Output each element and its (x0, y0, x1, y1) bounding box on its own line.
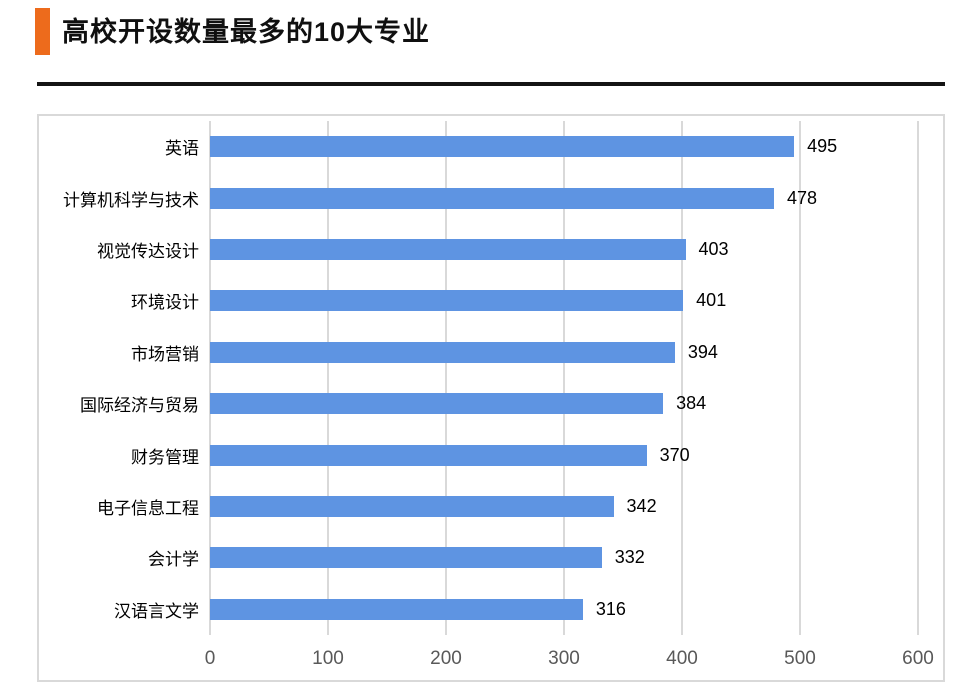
bar-track: 342 (210, 481, 943, 532)
bar-track: 384 (210, 378, 943, 429)
bar (210, 239, 686, 261)
bar (210, 290, 684, 312)
x-tick-label: 0 (204, 648, 216, 669)
category-label: 市场营销 (131, 344, 199, 364)
bar (210, 496, 614, 518)
value-label: 332 (614, 547, 645, 568)
category-label: 会计学 (148, 550, 199, 570)
category-label: 环境设计 (131, 293, 199, 313)
bar-row: 电子信息工程 342 (39, 481, 943, 532)
gridline (445, 121, 447, 635)
category-label: 汉语言文学 (114, 601, 199, 621)
bar (210, 444, 647, 466)
bar-chart: 英语 495 计算机科学与技术 478 视觉传达设计 403 环境设计 401 市场营销 394 国… (37, 114, 945, 682)
gridline (327, 121, 329, 635)
x-tick-label: 300 (548, 648, 580, 669)
bar-track: 401 (210, 275, 943, 326)
bar-row: 环境设计 401 (39, 275, 943, 326)
bar-row: 视觉传达设计 403 (39, 224, 943, 275)
value-label: 478 (787, 187, 818, 208)
gridline (799, 121, 801, 635)
value-label: 384 (676, 393, 707, 414)
bar-row: 汉语言文学 316 (39, 584, 943, 635)
bar-row: 会计学 332 (39, 532, 943, 583)
bar (210, 187, 775, 209)
title-divider (37, 82, 945, 86)
bar-track: 394 (210, 327, 943, 378)
bar-row: 计算机科学与技术 478 (39, 172, 943, 223)
bar-track: 316 (210, 584, 943, 635)
x-tick-label: 100 (312, 648, 344, 669)
category-label: 视觉传达设计 (97, 242, 199, 262)
title-accent-bar (35, 8, 50, 55)
bar-row: 英语 495 (39, 121, 943, 172)
value-label: 401 (696, 290, 727, 311)
gridline (209, 121, 211, 635)
category-label: 财务管理 (131, 447, 199, 467)
bar-track: 478 (210, 172, 943, 223)
bar-row: 市场营销 394 (39, 327, 943, 378)
gridline (917, 121, 919, 635)
x-tick-label: 400 (666, 648, 698, 669)
value-label: 495 (807, 136, 838, 157)
value-label: 403 (698, 239, 729, 260)
gridline (681, 121, 683, 635)
x-tick-label: 200 (430, 648, 462, 669)
x-tick-label: 500 (784, 648, 816, 669)
category-label: 计算机科学与技术 (63, 190, 199, 210)
value-label: 342 (626, 496, 657, 517)
bar (210, 598, 583, 620)
bar-track: 495 (210, 121, 943, 172)
bar-track: 403 (210, 224, 943, 275)
page-title: 高校开设数量最多的10大专业 (62, 17, 431, 47)
category-label: 英语 (165, 139, 199, 159)
value-label: 370 (659, 444, 690, 465)
bar (210, 393, 664, 415)
value-label: 394 (687, 341, 718, 362)
bar-rows: 英语 495 计算机科学与技术 478 视觉传达设计 403 环境设计 401 市场营销 394 国… (39, 121, 943, 635)
gridline (563, 121, 565, 635)
category-label: 电子信息工程 (97, 499, 199, 519)
bar (210, 136, 795, 158)
category-label: 国际经济与贸易 (80, 396, 199, 416)
bar (210, 341, 675, 363)
bar-track: 370 (210, 429, 943, 480)
bar-row: 财务管理 370 (39, 429, 943, 480)
value-label: 316 (595, 598, 626, 619)
bar (210, 547, 602, 569)
bar-track: 332 (210, 532, 943, 583)
x-tick-label: 600 (902, 648, 934, 669)
bar-row: 国际经济与贸易 384 (39, 378, 943, 429)
